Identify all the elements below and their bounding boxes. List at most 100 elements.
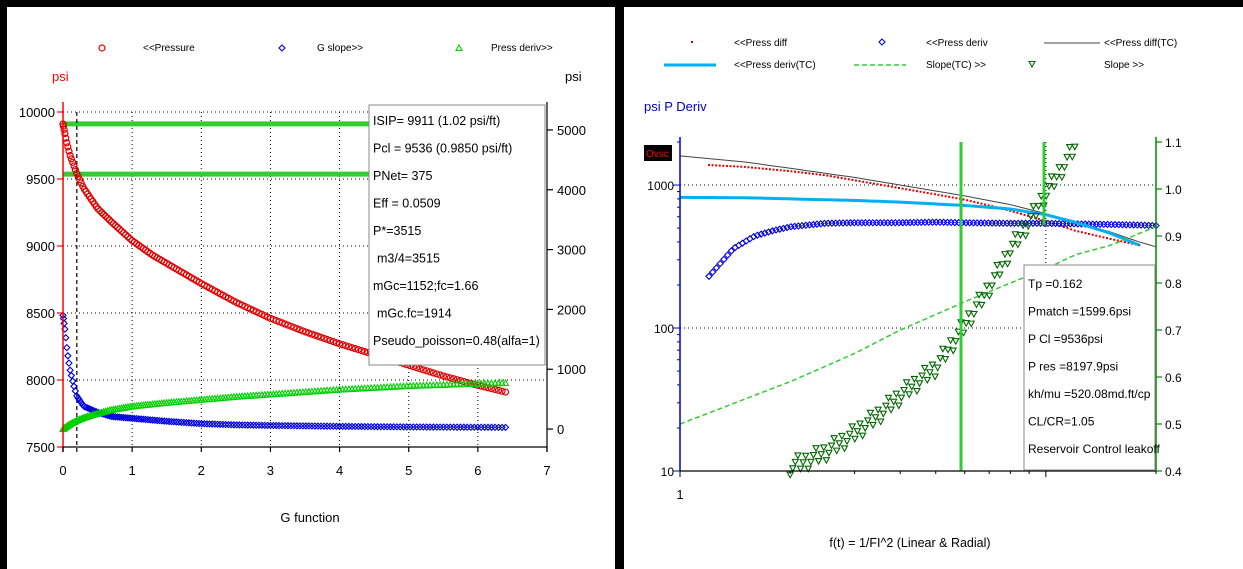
data-point — [203, 420, 211, 428]
data-point — [1019, 222, 1027, 230]
data-point — [854, 179, 857, 182]
legend-marker — [98, 44, 106, 52]
data-point — [809, 451, 818, 460]
data-point — [230, 421, 238, 429]
data-point — [252, 421, 260, 429]
data-point — [332, 422, 341, 431]
data-point — [416, 365, 424, 373]
data-point — [1024, 222, 1033, 231]
data-point — [753, 231, 762, 240]
data-point — [887, 406, 896, 414]
legend-label: <<Pressure — [143, 43, 195, 54]
data-point — [715, 164, 718, 167]
data-point — [815, 173, 818, 176]
legend-label: <<Press deriv(TC) — [734, 60, 816, 71]
data-point — [272, 421, 281, 430]
data-point — [799, 459, 808, 467]
data-point — [1012, 210, 1015, 213]
y-right-tick-label: 2000 — [557, 302, 586, 317]
y-right-tick-label: 5000 — [557, 123, 586, 138]
y-left-tick-label: 10000 — [19, 105, 55, 120]
data-point — [342, 342, 350, 350]
loglog-chart: <<Press diff <<Press deriv <<Press diff(TC… — [644, 38, 1182, 550]
data-point — [216, 420, 225, 429]
data-point — [1105, 237, 1108, 240]
data-point — [111, 221, 119, 230]
data-point — [1029, 203, 1038, 211]
data-point — [85, 404, 94, 413]
data-point — [205, 420, 214, 428]
data-point — [905, 391, 914, 399]
data-point — [323, 335, 331, 344]
annotation-text: Pcl = 9536 (0.9850 psi/ft) — [373, 142, 512, 156]
data-point — [982, 282, 991, 290]
data-point — [847, 178, 850, 181]
data-point — [837, 432, 846, 441]
data-point — [135, 415, 143, 423]
data-point — [185, 419, 193, 427]
data-point — [797, 171, 800, 174]
data-point — [323, 422, 331, 430]
data-point — [923, 191, 926, 194]
data-point — [146, 416, 154, 424]
annotation-box — [368, 104, 546, 366]
data-point — [317, 333, 325, 341]
loglog-chart-panel: <<Press diff <<Press deriv <<Press diff(TC… — [624, 7, 1243, 569]
data-point — [811, 172, 814, 175]
legend-marker — [1028, 60, 1036, 69]
data-point — [754, 166, 757, 169]
data-point — [856, 420, 864, 428]
data-point — [750, 166, 753, 169]
data-point — [60, 125, 68, 134]
data-point — [858, 180, 861, 183]
data-point — [345, 422, 353, 431]
data-point — [308, 422, 316, 430]
data-point — [926, 192, 929, 195]
annotation-text: CL/CR=1.05 — [1028, 415, 1095, 429]
data-point — [793, 452, 802, 460]
data-point — [761, 229, 769, 237]
data-point — [1084, 232, 1087, 235]
y-right-tick-label: 0.5 — [1165, 418, 1182, 432]
data-point — [829, 175, 832, 178]
data-point — [299, 422, 307, 430]
data-point — [360, 422, 369, 431]
data-point — [177, 418, 186, 427]
annotation-text: P Cl =9536psi — [1028, 332, 1103, 346]
y-right-tick-label: 1.0 — [1165, 183, 1182, 197]
g-function-chart-panel: <<Pressure G slope>> Press deriv>> psi psi 10… — [7, 7, 615, 569]
legend-label: Slope >> — [1104, 60, 1144, 71]
legend-label: G slope>> — [317, 43, 363, 54]
data-point — [155, 416, 164, 425]
y-right-tick-label: 0.8 — [1165, 277, 1182, 291]
data-point — [255, 421, 263, 430]
data-point — [139, 415, 148, 424]
legend-label: <<Press diff — [734, 38, 787, 49]
x-tick-label: 3 — [267, 463, 274, 478]
data-point — [919, 190, 922, 193]
data-point — [830, 435, 839, 443]
data-point — [761, 167, 764, 170]
data-point — [1070, 143, 1079, 151]
annotation-text: P res =8197.9psi — [1028, 360, 1118, 374]
data-point — [278, 421, 286, 430]
data-point — [1016, 211, 1019, 214]
data-point — [938, 345, 947, 353]
data-point — [941, 356, 950, 364]
data-point — [498, 387, 506, 395]
y-left-tick-label: 7500 — [26, 440, 55, 455]
y-right-tick-label: 0.9 — [1165, 230, 1182, 244]
data-point — [1068, 153, 1077, 161]
legend-label: Press deriv>> — [491, 43, 553, 54]
data-point — [141, 415, 150, 424]
data-point — [746, 235, 754, 243]
data-point — [874, 406, 883, 414]
data-point — [1123, 241, 1126, 244]
data-point — [266, 421, 275, 430]
data-point — [1113, 238, 1116, 241]
data-point — [439, 372, 448, 380]
data-point — [122, 231, 130, 239]
data-point — [341, 422, 350, 431]
data-point — [494, 386, 503, 394]
data-point — [844, 177, 847, 180]
